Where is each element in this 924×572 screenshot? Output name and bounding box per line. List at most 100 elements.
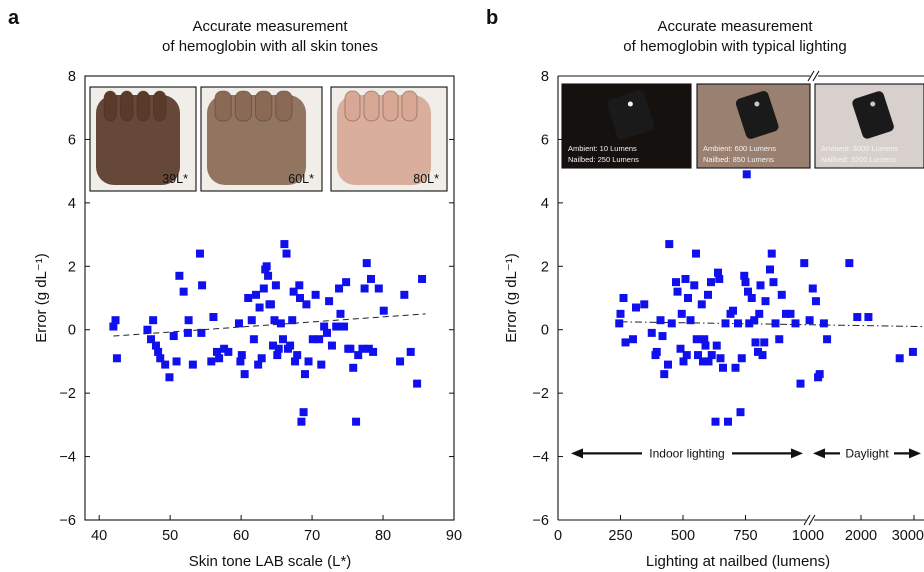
chart-a-ytick-label: 0 bbox=[68, 323, 76, 339]
data-point bbox=[322, 328, 331, 337]
chart-b-ytick-label: 2 bbox=[541, 259, 549, 275]
data-point bbox=[667, 319, 676, 328]
chart-a-ytick-label: 4 bbox=[68, 196, 76, 212]
data-point bbox=[197, 328, 206, 337]
chart-b-axis-break-bottom bbox=[803, 514, 816, 526]
chart-b-frame bbox=[557, 75, 924, 521]
chart-a-ytick-label: 8 bbox=[68, 69, 76, 85]
chart-b-xtick-label: 250 bbox=[608, 528, 632, 544]
data-point bbox=[244, 294, 253, 302]
data-point bbox=[352, 417, 361, 426]
data-point bbox=[183, 328, 192, 337]
data-point bbox=[209, 313, 218, 322]
phone-flash-shape bbox=[627, 101, 633, 107]
chart-b-region-1: Indoor lighting bbox=[571, 444, 803, 463]
chart-a-xlabel: Skin tone LAB scale (L*) bbox=[189, 553, 352, 570]
data-point bbox=[320, 322, 329, 331]
data-point bbox=[254, 360, 263, 369]
data-point bbox=[704, 290, 712, 299]
data-point bbox=[269, 341, 278, 350]
data-point bbox=[406, 347, 415, 356]
chart-b-ticks: 0 250 500 750 1000 2000 3000 −6 −4 −2 0 2 4 6 8 bbox=[532, 69, 924, 544]
data-point bbox=[198, 281, 207, 290]
chart-a-ytick-label: 6 bbox=[68, 132, 76, 148]
data-point bbox=[207, 357, 216, 366]
chart-b-photo-3: Ambient: 3000 Lumens Nailbed: 3200 Lumens bbox=[814, 83, 924, 169]
data-point bbox=[146, 335, 155, 344]
phone-shape bbox=[735, 91, 779, 139]
data-point bbox=[169, 332, 178, 341]
hand-finger-shape bbox=[363, 90, 380, 122]
data-point bbox=[775, 335, 784, 344]
data-point bbox=[336, 309, 345, 318]
chart-b-xtick-label: 750 bbox=[733, 528, 757, 544]
data-point bbox=[760, 338, 769, 347]
chart-b-region-label: Daylight bbox=[845, 446, 889, 460]
data-point bbox=[264, 271, 273, 280]
chart-a-title-line1: Accurate measurement bbox=[192, 18, 348, 35]
data-point bbox=[112, 354, 121, 363]
chart-b-xtick-label: 1000 bbox=[792, 528, 824, 544]
data-point bbox=[293, 351, 302, 360]
chart-b-region-2: Daylight bbox=[813, 444, 921, 463]
data-point bbox=[712, 341, 721, 350]
data-point bbox=[819, 319, 828, 328]
data-point bbox=[711, 417, 720, 426]
chart-a-xtick-label: 40 bbox=[91, 528, 107, 544]
data-point bbox=[895, 354, 904, 363]
data-point bbox=[175, 271, 184, 280]
data-point bbox=[332, 322, 341, 331]
data-point bbox=[364, 344, 373, 353]
data-point bbox=[621, 338, 630, 347]
data-point bbox=[270, 316, 279, 325]
chart-a-ytick-label: −6 bbox=[59, 513, 76, 529]
region-label-bg bbox=[642, 444, 732, 463]
data-point bbox=[751, 338, 760, 347]
data-point bbox=[823, 335, 832, 344]
hand-finger-shape bbox=[153, 90, 167, 122]
chart-a-xtick-label: 70 bbox=[304, 528, 320, 544]
chart-b-photo-ambient: Ambient: 10 Lumens bbox=[568, 144, 637, 153]
data-point bbox=[761, 297, 770, 306]
chart-a-photo-2: 60L* bbox=[200, 86, 323, 192]
data-point bbox=[692, 335, 701, 344]
chart-a-photo-1: 39L* bbox=[89, 86, 197, 192]
chart-b-axis-break-top bbox=[807, 70, 820, 82]
data-point bbox=[640, 300, 649, 309]
data-point bbox=[782, 309, 790, 318]
chart-a-xtick-label: 90 bbox=[446, 528, 462, 544]
data-point bbox=[719, 363, 727, 372]
data-point bbox=[280, 240, 289, 249]
data-point bbox=[700, 335, 709, 344]
data-point bbox=[366, 274, 375, 283]
data-point bbox=[349, 363, 358, 372]
data-point bbox=[737, 354, 746, 363]
chart-b-ytick-label: 0 bbox=[541, 323, 549, 339]
data-point bbox=[815, 370, 824, 379]
data-point bbox=[396, 357, 405, 366]
data-point bbox=[758, 351, 767, 360]
chart-b-photo-nailbed: Nailbed: 250 Lumens bbox=[568, 155, 639, 164]
data-point bbox=[179, 287, 188, 296]
chart-a-xtick-label: 60 bbox=[233, 528, 249, 544]
data-point bbox=[259, 284, 268, 293]
chart-b-ytick-label: 8 bbox=[541, 69, 549, 85]
data-point bbox=[845, 259, 854, 268]
data-point bbox=[769, 278, 778, 287]
data-point bbox=[777, 290, 786, 299]
data-point bbox=[109, 322, 118, 331]
data-point bbox=[755, 309, 764, 318]
data-point bbox=[111, 316, 120, 325]
chart-b-photo-ambient: Ambient: 3000 Lumens bbox=[821, 144, 898, 153]
data-point bbox=[291, 357, 300, 366]
chart-a-ytick-label: 2 bbox=[68, 259, 76, 275]
data-point bbox=[262, 262, 271, 271]
data-point bbox=[240, 370, 249, 379]
data-point bbox=[358, 344, 367, 353]
region-arrow-head-right bbox=[909, 448, 921, 459]
data-point bbox=[252, 290, 261, 299]
data-point bbox=[731, 363, 740, 372]
data-point bbox=[149, 316, 158, 325]
data-point bbox=[697, 300, 706, 309]
